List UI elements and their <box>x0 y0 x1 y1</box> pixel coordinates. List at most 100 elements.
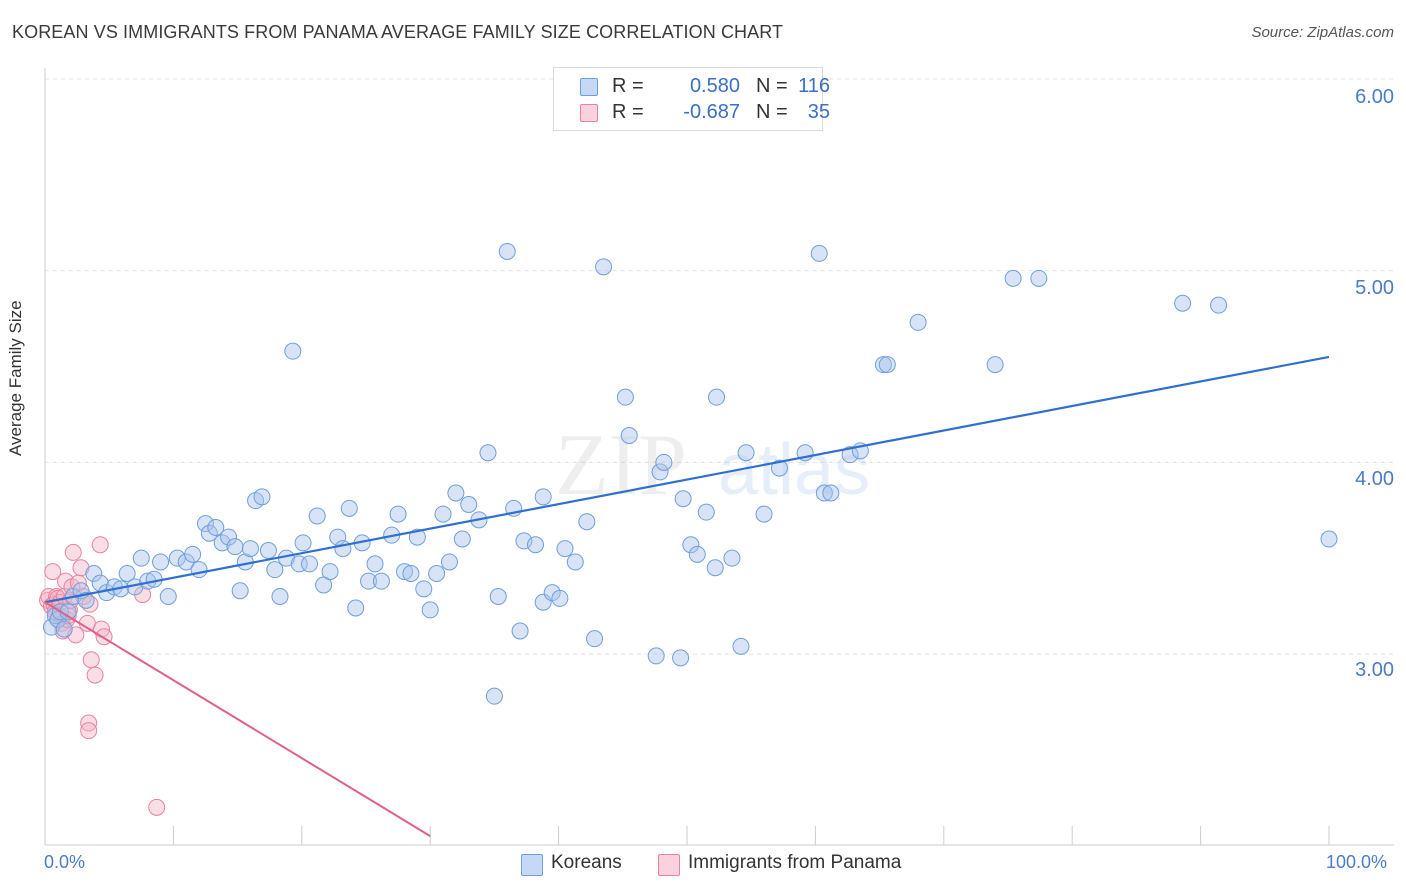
data-point-korean <box>595 258 613 276</box>
data-point-korean <box>566 553 584 571</box>
data-point-korean <box>301 555 319 573</box>
data-point-korean <box>551 589 569 607</box>
stats-box: R = 0.580 N = 116 R = -0.687 N = 35 <box>553 67 830 131</box>
data-point-korean <box>1004 269 1022 287</box>
data-point-korean <box>447 484 465 502</box>
data-point-panama <box>64 543 82 561</box>
data-point-korean <box>732 637 750 655</box>
n-label: N = <box>756 75 788 97</box>
trend-line-koreans <box>44 355 1330 604</box>
data-point-korean <box>708 388 726 406</box>
data-point-korean <box>655 453 673 471</box>
data-point-korean <box>159 588 177 605</box>
data-point-korean <box>1210 296 1228 314</box>
data-point-korean <box>213 534 231 552</box>
panama-swatch <box>580 104 598 122</box>
koreans-swatch <box>580 78 598 96</box>
watermark-atlas: atlas <box>718 430 870 510</box>
data-point-korean <box>308 507 326 525</box>
data-point-korean <box>723 549 741 567</box>
data-point-korean <box>874 356 892 374</box>
data-point-korean <box>498 243 516 260</box>
data-point-korean <box>578 513 596 531</box>
data-point-korean <box>460 496 478 513</box>
data-point-korean <box>672 649 690 667</box>
data-point-korean <box>132 549 150 567</box>
trend-line-panama <box>44 601 431 837</box>
data-point-korean <box>453 530 471 548</box>
data-point-korean <box>184 545 202 563</box>
data-point-korean <box>334 540 352 558</box>
data-point-korean <box>77 591 95 609</box>
data-point-korean <box>1030 269 1048 287</box>
data-point-korean <box>231 582 249 600</box>
data-point-korean <box>271 588 289 605</box>
data-point-korean <box>347 599 365 617</box>
n-value: 116 <box>798 75 830 97</box>
r-label: R = <box>612 75 644 97</box>
data-point-panama <box>57 572 75 590</box>
data-point-panama <box>44 563 62 581</box>
data-point-korean <box>810 244 828 262</box>
y-tick-label: 6.00 <box>1355 86 1394 108</box>
data-point-korean <box>489 588 507 605</box>
data-point-panama <box>148 798 166 816</box>
trend-lines <box>44 355 1330 837</box>
data-point-korean <box>526 536 544 554</box>
data-point-korean <box>241 540 259 558</box>
data-point-korean <box>534 488 552 506</box>
data-point-korean <box>620 427 638 444</box>
data-point-korean <box>986 356 1004 374</box>
data-point-korean <box>688 545 706 563</box>
data-point-korean <box>674 490 692 508</box>
data-point-panama <box>82 651 100 669</box>
data-point-korean <box>616 388 634 406</box>
data-point-korean <box>909 313 927 331</box>
data-point-panama <box>86 666 104 684</box>
data-point-korean <box>485 687 503 705</box>
x-tick-label: 0.0% <box>44 852 86 872</box>
data-point-korean <box>1174 294 1192 312</box>
data-point-korean <box>253 488 271 506</box>
data-point-korean <box>85 565 103 582</box>
n-label: N = <box>756 101 788 123</box>
data-point-panama <box>80 722 98 740</box>
chart-title: KOREAN VS IMMIGRANTS FROM PANAMA AVERAGE… <box>12 22 784 42</box>
data-point-korean <box>415 580 433 598</box>
data-point-korean <box>706 559 724 577</box>
data-point-korean <box>822 484 840 502</box>
data-point-korean <box>479 444 497 462</box>
data-point-korean <box>360 572 378 590</box>
y-tick-label: 3.00 <box>1355 659 1394 681</box>
legend-label: Immigrants from Panama <box>688 852 902 873</box>
n-value: 35 <box>807 101 830 123</box>
data-point-korean <box>647 647 665 665</box>
data-point-korean <box>372 572 390 590</box>
data-point-korean <box>408 528 426 546</box>
r-value: -0.687 <box>683 101 740 123</box>
data-point-korean <box>200 524 218 542</box>
data-point-korean <box>428 565 446 582</box>
data-point-korean <box>55 620 73 638</box>
data-point-korean <box>1320 530 1338 548</box>
data-point-korean <box>290 555 308 573</box>
data-point-korean <box>651 463 669 481</box>
y-tick-label: 5.00 <box>1355 277 1394 299</box>
data-point-korean <box>220 528 238 546</box>
koreans-legend-swatch <box>521 854 543 876</box>
data-point-korean <box>259 542 277 559</box>
data-point-korean <box>737 444 755 462</box>
data-point-korean <box>266 561 284 579</box>
data-point-korean <box>402 565 420 582</box>
data-point-korean <box>284 342 302 360</box>
data-point-panama <box>91 536 109 554</box>
korean-points <box>42 243 1338 705</box>
data-point-korean <box>841 446 859 464</box>
panama-legend-swatch <box>658 854 680 876</box>
data-point-korean <box>440 553 458 571</box>
data-point-korean <box>118 565 136 582</box>
data-point-korean <box>294 534 312 552</box>
data-point-korean <box>321 563 339 581</box>
data-point-korean <box>511 622 529 640</box>
